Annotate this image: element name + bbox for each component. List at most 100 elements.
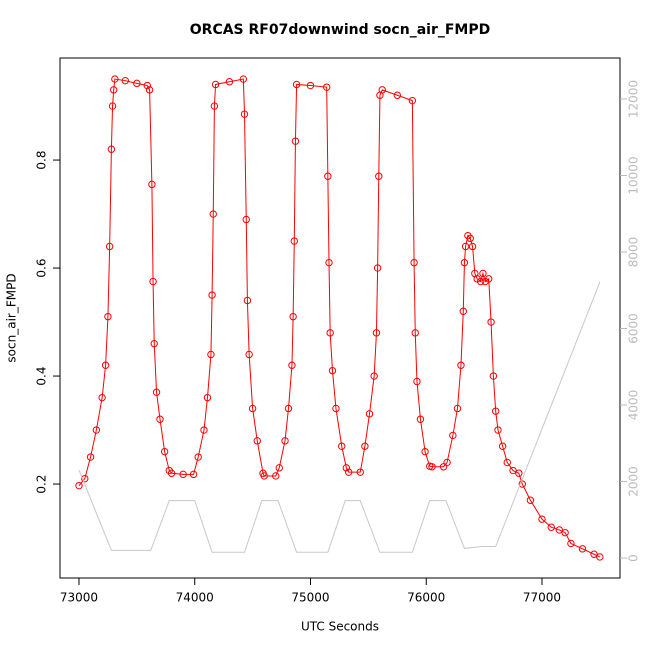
point bbox=[453, 404, 462, 413]
point bbox=[578, 545, 587, 553]
point bbox=[370, 372, 378, 380]
y2-tick-label: 8000 bbox=[627, 237, 641, 268]
point bbox=[253, 437, 261, 445]
series-line bbox=[78, 78, 601, 558]
x-tick-label: 77000 bbox=[523, 591, 561, 605]
point bbox=[149, 277, 157, 286]
point bbox=[242, 215, 250, 224]
point bbox=[344, 468, 353, 476]
point bbox=[209, 210, 217, 218]
point bbox=[328, 366, 337, 375]
y-axis-label: socn_air_FMPD bbox=[5, 273, 19, 362]
point bbox=[322, 83, 331, 91]
point bbox=[356, 468, 364, 476]
point bbox=[160, 447, 169, 456]
point bbox=[260, 472, 268, 480]
point bbox=[413, 377, 421, 386]
point bbox=[111, 75, 119, 83]
point bbox=[110, 86, 118, 94]
y2-tick-label: 4000 bbox=[627, 390, 641, 421]
point bbox=[421, 447, 429, 456]
x-tick-label: 74000 bbox=[176, 591, 214, 605]
point bbox=[342, 464, 351, 472]
point bbox=[590, 550, 598, 558]
point bbox=[538, 515, 546, 523]
point bbox=[416, 415, 425, 423]
point bbox=[373, 264, 382, 272]
point bbox=[225, 78, 234, 86]
point bbox=[179, 470, 187, 479]
point bbox=[92, 426, 101, 434]
point bbox=[567, 539, 575, 548]
point bbox=[526, 496, 535, 504]
point bbox=[457, 361, 465, 369]
point bbox=[245, 350, 253, 359]
y2-tick-label: 0 bbox=[627, 554, 641, 562]
point bbox=[338, 442, 346, 450]
point bbox=[476, 277, 485, 286]
x-tick-label: 73000 bbox=[60, 591, 98, 605]
point bbox=[410, 258, 418, 267]
point bbox=[365, 410, 374, 418]
y-tick-label: 0.6 bbox=[35, 259, 49, 278]
point bbox=[459, 307, 467, 315]
point bbox=[86, 453, 95, 461]
y2-tick-label: 12000 bbox=[627, 80, 641, 118]
point bbox=[208, 291, 216, 299]
point bbox=[489, 372, 498, 380]
point bbox=[108, 102, 117, 110]
point bbox=[498, 442, 507, 450]
point bbox=[494, 426, 502, 434]
point bbox=[98, 393, 106, 402]
point bbox=[156, 415, 164, 423]
point bbox=[408, 96, 417, 105]
plot-box bbox=[59, 57, 621, 579]
point bbox=[210, 102, 219, 110]
point bbox=[468, 242, 477, 251]
point bbox=[143, 81, 151, 90]
point bbox=[239, 75, 248, 83]
chart-title: ORCAS RF07downwind socn_air_FMPD bbox=[190, 22, 490, 38]
point bbox=[292, 80, 301, 89]
point bbox=[281, 437, 289, 445]
point bbox=[104, 312, 112, 321]
point bbox=[248, 404, 257, 413]
point bbox=[503, 458, 511, 467]
point bbox=[211, 80, 220, 89]
point bbox=[487, 318, 495, 326]
point bbox=[291, 137, 300, 145]
point bbox=[107, 145, 116, 153]
point bbox=[515, 469, 523, 477]
point bbox=[324, 172, 332, 180]
point bbox=[443, 458, 451, 467]
point bbox=[200, 426, 208, 434]
point bbox=[555, 526, 564, 534]
x-tick-label: 76000 bbox=[407, 591, 445, 605]
point bbox=[272, 472, 280, 480]
point bbox=[518, 480, 527, 488]
point bbox=[145, 86, 154, 94]
point bbox=[101, 361, 110, 369]
point bbox=[393, 91, 401, 99]
point bbox=[289, 312, 297, 321]
x-tick-label: 75000 bbox=[291, 591, 329, 605]
point bbox=[561, 528, 569, 537]
y-tick-label: 0.4 bbox=[35, 367, 49, 386]
point bbox=[240, 110, 249, 118]
series-line bbox=[78, 281, 601, 553]
point bbox=[466, 234, 474, 243]
point bbox=[203, 393, 212, 402]
y2-tick-label: 6000 bbox=[627, 313, 641, 344]
point bbox=[485, 275, 493, 283]
y2-tick-label: 10000 bbox=[627, 156, 641, 194]
point bbox=[207, 350, 215, 359]
point bbox=[428, 463, 436, 471]
point bbox=[361, 442, 369, 450]
y-tick-label: 0.8 bbox=[35, 151, 49, 170]
point bbox=[491, 407, 500, 415]
point bbox=[284, 404, 293, 413]
point bbox=[275, 464, 283, 472]
point bbox=[547, 523, 555, 531]
y2-tick-label: 2000 bbox=[627, 466, 641, 497]
